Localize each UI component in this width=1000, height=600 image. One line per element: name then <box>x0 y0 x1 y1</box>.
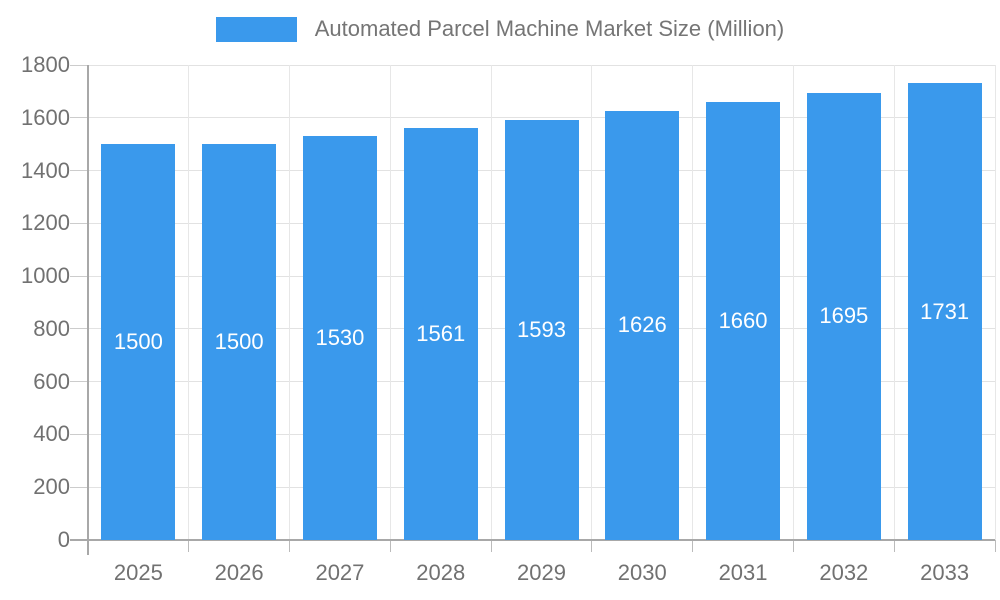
y-axis-tick-label: 400 <box>33 421 70 447</box>
x-gridline <box>792 65 794 540</box>
legend-label: Automated Parcel Machine Market Size (Mi… <box>314 16 785 41</box>
bar <box>302 136 377 540</box>
x-axis-tick-label: 2032 <box>819 560 869 585</box>
x-axis-tick-label: 2025 <box>113 560 163 585</box>
y-axis-line <box>87 65 89 555</box>
bar <box>907 83 982 540</box>
x-axis-tick <box>389 540 391 552</box>
y-axis-tick <box>70 328 88 330</box>
bar-value-label: 1500 <box>113 329 163 355</box>
x-gridline <box>692 65 694 540</box>
bar <box>504 119 579 540</box>
x-axis-tick <box>188 540 190 552</box>
bar-value-label: 1530 <box>315 325 365 351</box>
bar-value-label: 1500 <box>214 329 264 355</box>
y-axis-tick-label: 1400 <box>21 157 70 183</box>
bar-value-label: 1731 <box>920 298 970 324</box>
y-axis-tick <box>70 486 88 488</box>
x-axis-tick <box>490 540 492 552</box>
x-axis-tick <box>792 540 794 552</box>
x-axis-tick-label: 2029 <box>517 560 566 585</box>
y-axis-tick-label: 1800 <box>21 52 70 77</box>
y-axis-tick-label: 1000 <box>21 263 70 289</box>
x-gridline <box>994 65 996 540</box>
x-gridline <box>893 65 895 540</box>
bar-value-label: 1626 <box>617 312 667 338</box>
x-gridline <box>389 65 391 540</box>
x-axis-tick <box>994 540 996 552</box>
y-axis-tick-label: 0 <box>57 527 70 552</box>
bar <box>101 144 176 540</box>
y-axis-tick-label: 1600 <box>21 104 70 130</box>
x-axis-tick-label: 2030 <box>617 560 667 585</box>
y-axis-tick <box>70 433 88 435</box>
y-gridline <box>88 64 995 66</box>
bar <box>403 128 478 540</box>
bar <box>806 92 881 540</box>
bar <box>706 101 781 540</box>
x-axis-tick <box>893 540 895 552</box>
y-axis-tick-label: 800 <box>33 315 70 341</box>
y-axis-tick <box>70 275 88 277</box>
bar-value-label: 1561 <box>416 321 466 347</box>
y-gridline <box>88 117 995 119</box>
x-gridline <box>188 65 190 540</box>
x-gridline <box>289 65 291 540</box>
x-axis-tick-label: 2033 <box>920 560 970 585</box>
x-axis-tick <box>289 540 291 552</box>
x-axis-tick-label: 2031 <box>718 560 768 585</box>
y-axis-tick <box>70 64 88 66</box>
chart-legend[interactable]: Automated Parcel Machine Market Size (Mi… <box>0 15 1000 43</box>
y-axis-tick <box>70 381 88 383</box>
x-axis-tick-label: 2026 <box>214 560 264 585</box>
legend-swatch <box>215 16 297 42</box>
y-axis-tick-label: 200 <box>33 474 70 500</box>
y-axis-tick <box>70 222 88 224</box>
y-axis-tick <box>70 117 88 119</box>
y-axis-tick-label: 600 <box>33 368 70 394</box>
x-axis-tick-label: 2027 <box>315 560 365 585</box>
x-gridline <box>490 65 492 540</box>
bar-value-label: 1695 <box>819 303 869 329</box>
x-axis-line <box>70 539 995 541</box>
x-axis-tick <box>692 540 694 552</box>
x-gridline <box>591 65 593 540</box>
y-axis-tick-label: 1200 <box>21 210 70 236</box>
y-axis-tick <box>70 170 88 172</box>
bar <box>605 110 680 540</box>
x-axis-tick <box>591 540 593 552</box>
bar-value-label: 1593 <box>517 316 566 342</box>
bar-value-label: 1660 <box>718 307 768 333</box>
x-axis-tick-label: 2028 <box>416 560 466 585</box>
bar <box>202 144 277 540</box>
